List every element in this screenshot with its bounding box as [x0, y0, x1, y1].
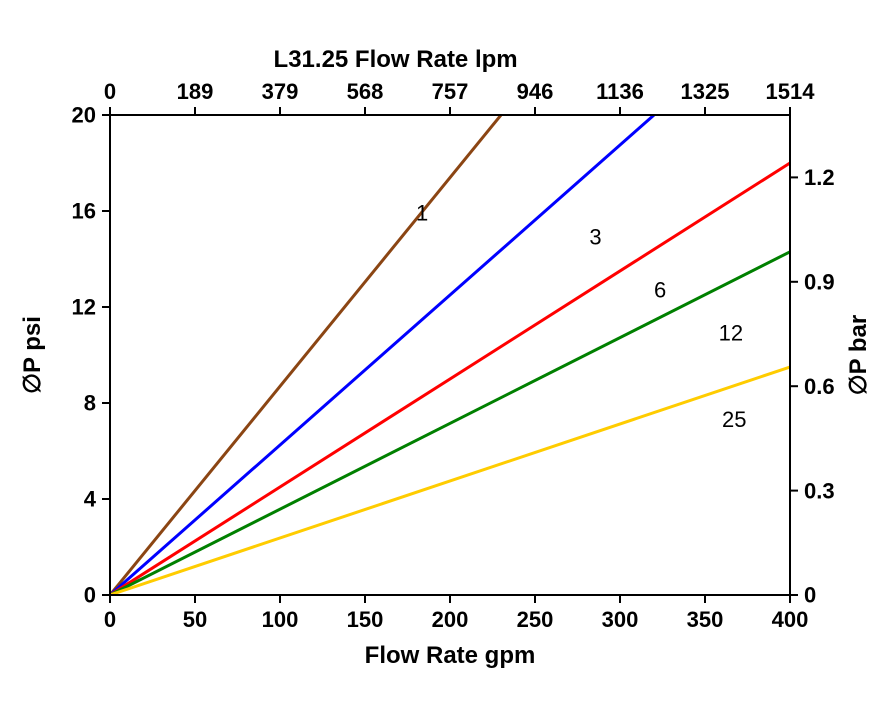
y-left-tick-label: 20	[72, 103, 96, 128]
y-left-tick-label: 0	[84, 583, 96, 608]
series-label-1: 1	[416, 201, 428, 226]
x-top-tick-label: 189	[177, 79, 214, 104]
x-top-tick-label: 568	[347, 79, 384, 104]
x-bottom-tick-label: 250	[517, 607, 554, 632]
y-left-axis-label: ∅P psi	[19, 316, 46, 394]
y-left-tick-label: 8	[84, 391, 96, 416]
y-right-tick-label: 0	[804, 583, 816, 608]
y-left-tick-label: 4	[84, 487, 97, 512]
y-left-tick-label: 16	[72, 199, 96, 224]
x-bottom-axis-label: Flow Rate gpm	[365, 642, 536, 669]
y-right-axis-label: ∅P bar	[845, 315, 872, 396]
x-top-tick-label: 1136	[596, 79, 644, 104]
x-bottom-tick-label: 100	[262, 607, 299, 632]
chart-title: L31.25 Flow Rate lpm	[274, 46, 518, 73]
x-top-tick-label: 946	[517, 79, 554, 104]
x-top-tick-label: 1325	[681, 79, 730, 104]
y-right-tick-label: 1.2	[804, 165, 835, 190]
y-right-tick-label: 0.6	[804, 374, 835, 399]
x-bottom-tick-label: 0	[104, 607, 116, 632]
chart-background	[0, 0, 886, 702]
x-top-tick-label: 1514	[766, 79, 816, 104]
x-bottom-tick-label: 350	[687, 607, 724, 632]
x-top-tick-label: 0	[104, 79, 116, 104]
series-label-25: 25	[722, 407, 746, 432]
x-top-tick-label: 757	[432, 79, 469, 104]
x-bottom-tick-label: 300	[602, 607, 639, 632]
chart-svg: 050100150200250300350400Flow Rate gpm018…	[0, 0, 886, 702]
series-label-12: 12	[719, 321, 743, 346]
y-left-tick-label: 12	[72, 295, 96, 320]
x-bottom-tick-label: 50	[183, 607, 207, 632]
series-label-3: 3	[589, 225, 601, 250]
x-top-tick-label: 379	[262, 79, 299, 104]
x-bottom-tick-label: 400	[772, 607, 809, 632]
x-bottom-tick-label: 150	[347, 607, 384, 632]
y-right-tick-label: 0.9	[804, 269, 835, 294]
flowrate-pressure-chart: 050100150200250300350400Flow Rate gpm018…	[0, 0, 886, 702]
x-bottom-tick-label: 200	[432, 607, 469, 632]
series-label-6: 6	[654, 277, 666, 302]
y-right-tick-label: 0.3	[804, 478, 835, 503]
